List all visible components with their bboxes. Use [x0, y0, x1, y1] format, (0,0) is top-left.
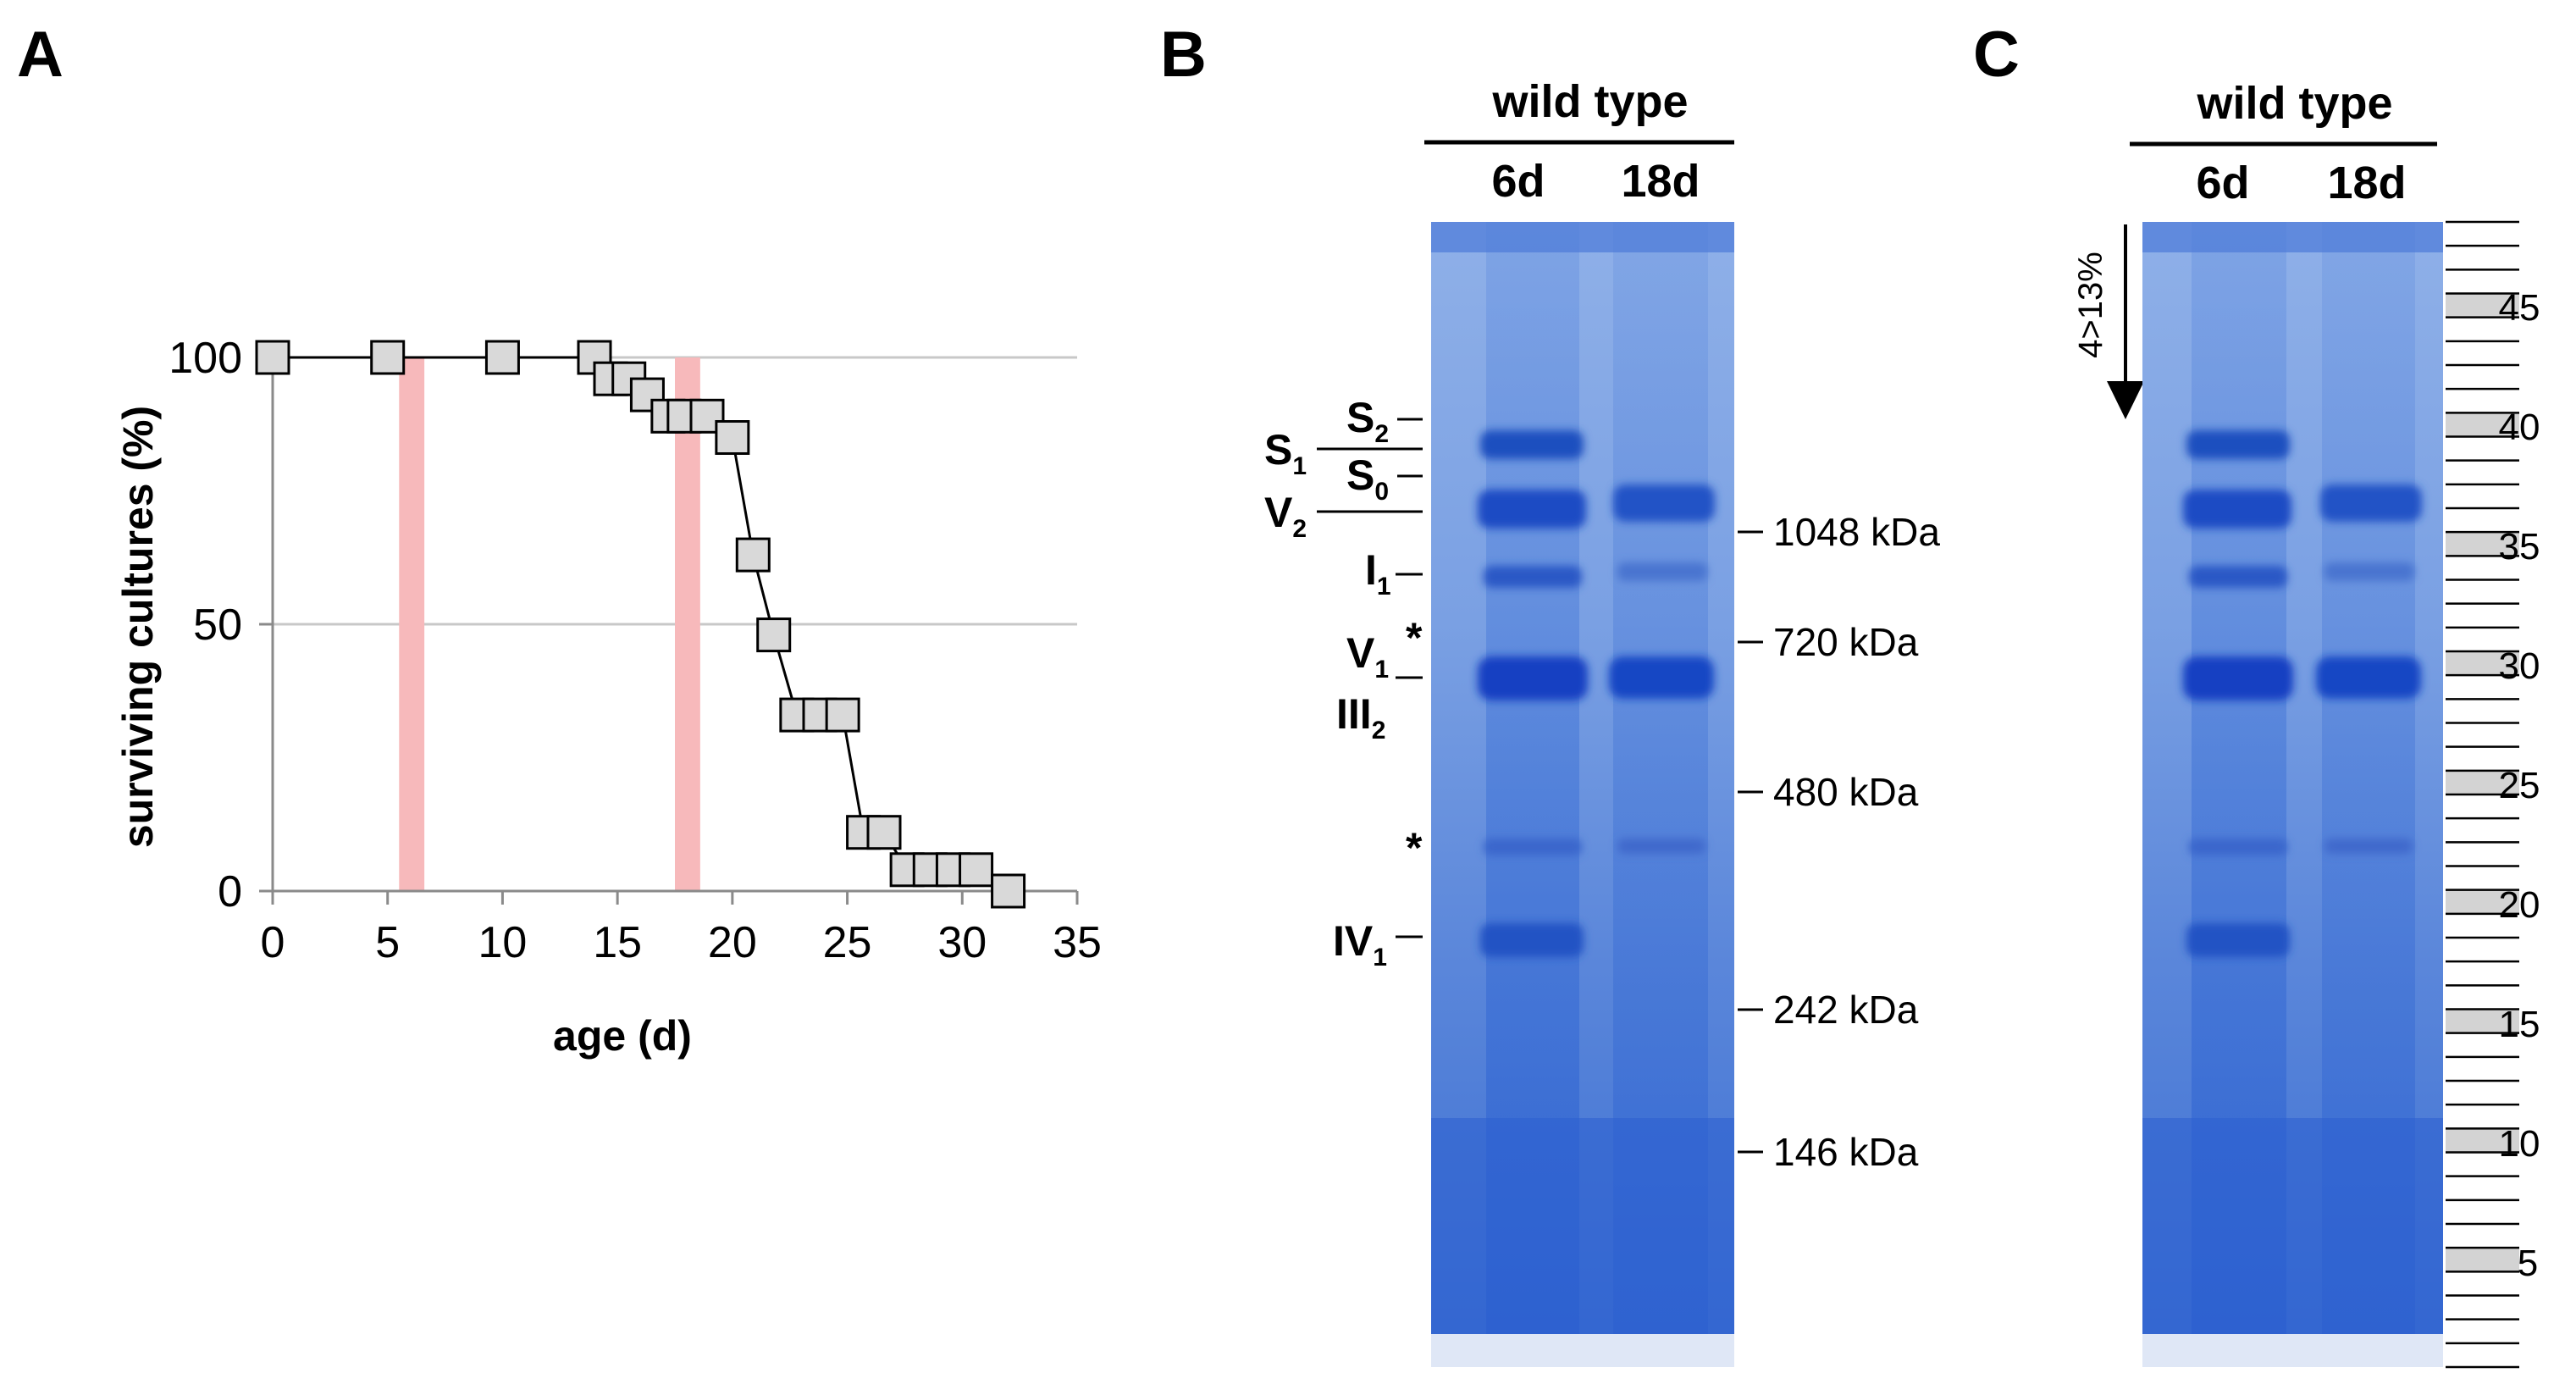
- data-point: [735, 537, 771, 573]
- fraction-shade-45: [2446, 293, 2519, 318]
- panel-b: B wild type 6d 18d: [1160, 19, 1940, 1367]
- data-point: [866, 815, 902, 850]
- marker-1048: 1048 kDa: [1773, 510, 1940, 554]
- fraction-shade-35: [2446, 532, 2519, 556]
- survival-chart: 0 5 10 15 20 25 30 35 0 50 100: [169, 334, 1102, 967]
- marker-242: 242 kDa: [1773, 988, 1919, 1032]
- fraction-number-5: 5: [2518, 1243, 2538, 1284]
- fraction-shade-40: [2446, 412, 2519, 437]
- gradient-label: 4>13%: [2072, 252, 2109, 358]
- asterisk-lower: *: [1406, 824, 1423, 872]
- lane-label-18d: 18d: [1621, 156, 1700, 207]
- marker-480: 480 kDa: [1773, 770, 1919, 814]
- panel-label-a: A: [17, 19, 64, 91]
- x-tick-label-15: 15: [593, 918, 642, 967]
- svg-text:V1: V1: [1346, 629, 1389, 684]
- complex-s0: S0: [1346, 451, 1423, 506]
- fraction-numbers: 45 40 35 30 25 20 15 10 5: [2499, 287, 2540, 1284]
- svg-text:I1: I1: [1365, 546, 1391, 601]
- panel-label-c: C: [1973, 19, 2020, 91]
- lane-label-6d-c: 6d: [2196, 158, 2249, 208]
- svg-text:S1: S1: [1264, 426, 1307, 480]
- svg-text:IV1: IV1: [1333, 917, 1387, 972]
- data-point: [715, 420, 750, 455]
- group-label-b: wild type: [1491, 76, 1688, 127]
- x-tick-label-25: 25: [823, 918, 872, 967]
- complex-iv1: IV1: [1333, 917, 1423, 972]
- marker-720: 720 kDa: [1773, 620, 1919, 664]
- x-tick-label-20: 20: [708, 918, 757, 967]
- fraction-shade-10: [2446, 1128, 2519, 1153]
- complex-s1: S1: [1264, 426, 1423, 480]
- x-tick-label-0: 0: [261, 918, 285, 967]
- complex-v2: V2: [1264, 489, 1423, 543]
- svg-text:S0: S0: [1346, 451, 1389, 506]
- complex-labels: S2 S1 S0 V2 I1 V1: [1264, 394, 1423, 972]
- panel-c: C wild type 6d 18d 4>13%: [1973, 19, 2540, 1369]
- marker-146: 146 kDa: [1773, 1130, 1919, 1174]
- complex-i1: I1: [1365, 546, 1423, 601]
- lane-label-18d-c: 18d: [2327, 158, 2406, 208]
- panel-a: A 0 5 10 15 20 25 30 35 0 50 100 age (d) surviving…: [17, 19, 1102, 1060]
- asterisk-upper: *: [1406, 614, 1423, 662]
- fraction-ruler: [2446, 220, 2519, 1369]
- y-axis-title: surviving cultures (%): [114, 406, 162, 848]
- fraction-shade-25: [2446, 770, 2519, 794]
- data-point: [756, 617, 792, 653]
- data-point: [255, 340, 290, 375]
- fraction-shade-15: [2446, 1009, 2519, 1033]
- fraction-shade-5: [2446, 1248, 2519, 1272]
- x-tick-label-35: 35: [1053, 918, 1102, 967]
- fraction-number-45: 45: [2499, 287, 2540, 329]
- highlight-band-0: [399, 357, 425, 891]
- x-tick-label-5: 5: [375, 918, 400, 967]
- y-tick-label-100: 100: [169, 334, 242, 383]
- data-point: [370, 340, 406, 375]
- x-tick-label-10: 10: [478, 918, 528, 967]
- data-point: [959, 852, 994, 888]
- svg-text:V2: V2: [1264, 489, 1307, 543]
- fraction-shade-20: [2446, 889, 2519, 914]
- x-tick-label-30: 30: [937, 918, 987, 967]
- x-axis-title: age (d): [553, 1012, 692, 1060]
- svg-text:III2: III2: [1336, 690, 1385, 745]
- gradient-arrow: 4>13%: [2072, 224, 2144, 419]
- complex-iii2: III2: [1336, 690, 1385, 745]
- fraction-number-40: 40: [2499, 407, 2540, 448]
- fraction-number-35: 35: [2499, 526, 2540, 567]
- fraction-shade-30: [2446, 651, 2519, 676]
- group-label-c: wild type: [2196, 78, 2392, 129]
- highlight-band-1: [675, 357, 700, 891]
- data-point: [825, 697, 860, 733]
- svg-text:S2: S2: [1346, 394, 1389, 448]
- fraction-number-10: 10: [2499, 1123, 2540, 1165]
- panel-label-b: B: [1160, 19, 1207, 91]
- data-point: [991, 873, 1026, 909]
- lane-label-6d: 6d: [1491, 156, 1545, 207]
- y-tick-label-0: 0: [218, 867, 242, 916]
- fraction-number-20: 20: [2499, 884, 2540, 926]
- gel-c: [2142, 222, 2443, 1367]
- gel-b: [1431, 222, 1734, 1367]
- fraction-number-25: 25: [2499, 765, 2540, 806]
- complex-s2: S2: [1346, 394, 1423, 448]
- mw-markers: 1048 kDa 720 kDa 480 kDa 242 kDa 146 kDa: [1738, 510, 1940, 1174]
- y-tick-label-50: 50: [193, 601, 242, 650]
- fraction-number-30: 30: [2499, 645, 2540, 687]
- data-point: [629, 377, 665, 412]
- data-point: [484, 340, 520, 375]
- fraction-number-15: 15: [2499, 1004, 2540, 1045]
- complex-v1: V1: [1346, 629, 1423, 684]
